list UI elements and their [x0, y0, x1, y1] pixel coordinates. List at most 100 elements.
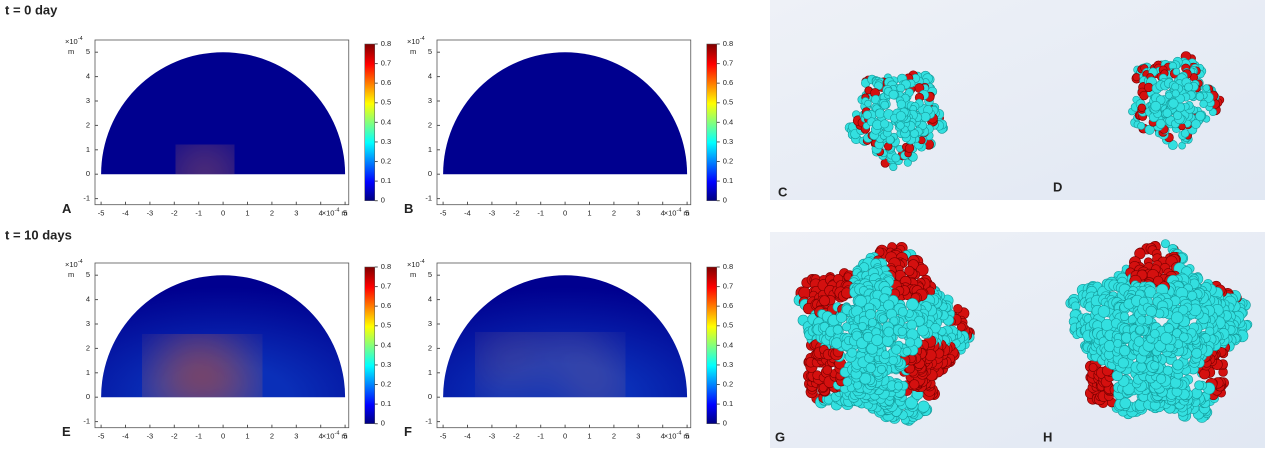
- y-tick-label: 1: [86, 145, 90, 154]
- x-tick-label: -1: [195, 432, 202, 441]
- x-tick-label: -3: [489, 209, 496, 218]
- sphere: [1144, 82, 1154, 93]
- sphere: [1160, 332, 1173, 345]
- sphere: [905, 337, 915, 348]
- colorbar-tick-label: 0.1: [723, 176, 733, 185]
- x-tick-label: -5: [440, 432, 447, 441]
- sphere: [866, 342, 878, 355]
- x-tick-label: -1: [195, 209, 202, 218]
- sphere: [871, 334, 884, 347]
- sphere: [864, 99, 872, 108]
- sphere: [1165, 91, 1173, 100]
- domain: [443, 52, 688, 175]
- x-tick-label: -2: [513, 209, 520, 218]
- sphere: [897, 326, 907, 336]
- colorbar-tick-label: 0.8: [723, 39, 733, 48]
- field-inner: [488, 339, 613, 398]
- sphere: [1088, 363, 1098, 372]
- y-tick-label: -1: [83, 194, 90, 203]
- x-tick-label: 2: [270, 209, 274, 218]
- sphere: [1199, 368, 1211, 380]
- sphere: [867, 318, 878, 328]
- colorbar-tick-label: 0.4: [723, 340, 733, 349]
- sphere: [1097, 305, 1111, 318]
- concentration-blob: [588, 373, 612, 398]
- colorbar-tick-label: 0.8: [381, 262, 391, 271]
- sphere: [909, 379, 920, 390]
- x-tick-label: -2: [171, 209, 178, 218]
- sphere: [1202, 84, 1211, 92]
- sphere: [1171, 89, 1180, 98]
- field: [488, 339, 613, 398]
- sphere: [953, 304, 963, 314]
- x-tick-label: 1: [587, 209, 591, 218]
- x-tick-label: 3: [294, 209, 298, 218]
- y-unit: m: [68, 47, 74, 56]
- y-tick-label: 5: [86, 47, 90, 56]
- sphere: [1173, 110, 1183, 120]
- sphere: [1119, 397, 1132, 410]
- panel-label: C: [778, 184, 788, 199]
- sphere: [905, 396, 918, 410]
- axis-scale: ×10-4 m: [322, 431, 348, 441]
- sphere: [1184, 82, 1194, 92]
- x-tick-label: 1: [245, 209, 249, 218]
- colorbar-tick-label: 0.5: [381, 321, 391, 330]
- x-tick-label: 5: [685, 209, 689, 218]
- panel-label: G: [775, 429, 785, 444]
- time-label: t = 0 day: [5, 2, 58, 17]
- axes-frame: [436, 39, 692, 206]
- x-tick-label: 5: [343, 432, 347, 441]
- sphere: [1172, 359, 1184, 371]
- y-tick-label: 3: [86, 319, 90, 328]
- sphere: [894, 381, 904, 391]
- x-tick-label: 2: [612, 209, 616, 218]
- sphere: [896, 99, 906, 109]
- sphere: [878, 314, 888, 323]
- axis-scale: ×10-4 m: [322, 208, 348, 218]
- y-tick-label: 0: [428, 392, 432, 401]
- field: [180, 150, 229, 175]
- x-tick-label: 0: [563, 432, 567, 441]
- x-tick-label: -4: [464, 209, 471, 218]
- colorbar-tick-label: 0.4: [723, 117, 733, 126]
- colorbar-tick-label: 0.3: [381, 360, 391, 369]
- axis-scale: ×10-4 m: [664, 208, 690, 218]
- x-tick-label: 4: [319, 432, 323, 441]
- x-tick-label: -2: [513, 432, 520, 441]
- sphere: [906, 298, 919, 311]
- colorbar-tick-label: 0: [723, 419, 727, 428]
- sphere: [895, 111, 906, 122]
- y-tick-label: 0: [428, 169, 432, 178]
- axis-scale: ×10-4: [407, 36, 425, 46]
- sphere: [858, 321, 867, 331]
- y-tick-label: 2: [86, 343, 90, 352]
- sphere: [1113, 338, 1123, 348]
- sphere: [896, 83, 906, 93]
- y-tick-label: 4: [428, 295, 432, 304]
- x-tick-label: -5: [98, 209, 105, 218]
- x-tick-label: -1: [537, 209, 544, 218]
- colorbar-tick-label: 0.3: [723, 360, 733, 369]
- colorbar: [706, 266, 718, 424]
- axis-scale: ×10-4: [65, 259, 83, 269]
- y-tick-label: -1: [425, 194, 432, 203]
- sphere: [1150, 361, 1160, 371]
- axis-scale: ×10-4 m: [664, 431, 690, 441]
- axis-scale: ×10-4: [65, 36, 83, 46]
- sphere: [956, 322, 966, 332]
- x-tick-label: 5: [343, 209, 347, 218]
- sphere: [819, 295, 831, 307]
- sphere: [1172, 67, 1181, 76]
- x-tick-label: 0: [563, 209, 567, 218]
- y-tick-label: 2: [86, 120, 90, 129]
- colorbar-tick-label: 0.2: [723, 380, 733, 389]
- y-tick-label: 2: [428, 120, 432, 129]
- colorbar-tick-label: 0.7: [381, 59, 391, 68]
- colorbar-tick-label: 0.4: [381, 340, 391, 349]
- colorbar-tick-label: 0: [723, 196, 727, 205]
- sphere: [1162, 108, 1172, 118]
- colorbar-tick-label: 0.3: [381, 137, 391, 146]
- sphere: [875, 108, 885, 119]
